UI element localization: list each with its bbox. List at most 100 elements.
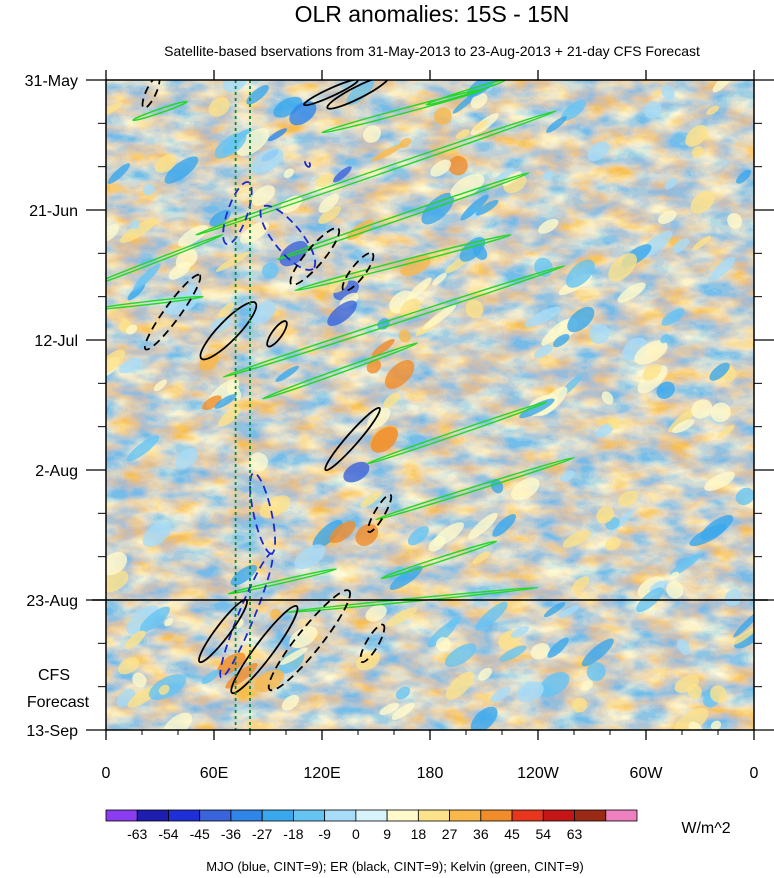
olr-anomaly-blob [617,282,646,303]
olr-anomaly-blob [666,581,684,599]
colorbar-swatch [261,809,294,822]
kelvin-contour [227,568,338,595]
olr-anomaly-blob [432,272,447,286]
olr-anomaly-blob [421,192,455,225]
olr-anomaly-blob [468,512,498,540]
olr-anomaly-blob [490,686,511,703]
colorbar-label: 45 [504,826,520,842]
olr-anomaly-blob [365,604,387,622]
olr-anomaly-blob [712,80,734,93]
olr-anomaly-blob [346,80,375,106]
olr-anomaly-blob [389,565,423,591]
olr-anomaly-blob [685,124,708,147]
forecast-label-line1: CFS [38,667,70,684]
colorbar-label: -9 [318,826,331,842]
olr-anomaly-blob [333,166,352,183]
kelvin-contour [321,88,485,134]
olr-anomaly-blob [733,631,754,649]
olr-anomaly-blob [106,102,124,118]
olr-anomaly-blob [668,406,699,433]
colorbar-swatch [168,809,201,822]
olr-anomaly-blob [132,672,147,688]
colorbar-label: 27 [442,826,458,842]
colorbar-label: -36 [221,826,241,842]
olr-anomaly-blob [669,553,701,577]
olr-anomaly-blob [519,398,555,419]
olr-anomaly-blob [222,80,247,93]
olr-anomaly-blob [153,379,167,392]
olr-anomaly-blob [499,645,527,662]
olr-anomaly-blob [538,672,570,698]
olr-anomaly-blob [581,638,614,667]
olr-anomaly-blob [218,302,235,319]
olr-anomaly-blob [601,391,614,405]
colorbar-swatch [199,809,232,822]
olr-anomaly-blob [732,625,754,645]
olr-anomaly-blob [543,601,566,618]
er-contour [367,493,393,533]
olr-anomaly-blob [692,236,712,251]
mjo-contour [222,181,253,246]
olr-anomaly-blob [371,143,404,162]
olr-anomaly-blob [202,395,222,411]
axes: 0 60E 120E 180 120W 60W 0 31-May 21-Jun 12-Jul 2-A… [25,70,774,782]
kelvin-contour [261,342,419,400]
olr-anomaly-blob [139,606,171,633]
olr-anomaly-blob [254,669,285,692]
olr-anomaly-blob [547,637,569,658]
olr-anomaly-blob [281,694,300,711]
x-tick-label: 60W [630,765,664,782]
olr-anomaly-blob [711,256,736,280]
y-tick-label: 31-May [25,73,78,90]
y-tick-label: 13-Sep [26,723,78,740]
er-contour [267,589,351,692]
olr-anomaly-blob [246,85,269,105]
colorbar-swatch [511,809,544,822]
olr-anomaly-blob [236,128,270,157]
olr-anomaly-blob [608,416,621,430]
olr-anomaly-blob [379,702,400,716]
olr-anomaly-blob [289,626,318,649]
olr-anomaly-blob [125,630,146,649]
olr-anomaly-blob [384,360,415,389]
olr-anomaly-blob [704,471,735,491]
olr-anomaly-blob [106,570,129,593]
olr-anomaly-blob [656,381,675,399]
olr-anomaly-blob [524,306,561,328]
olr-anomaly-blob [587,141,610,162]
colorbar-label: -63 [127,826,147,842]
olr-anomaly-blob [127,283,145,301]
colorbar-label: 9 [383,826,391,842]
olr-anomaly-blob [294,544,326,570]
olr-anomaly-blob [450,173,485,199]
colorbar-swatch [386,809,419,822]
olr-anomaly-blob [259,495,291,518]
olr-anomaly-blob [672,238,690,253]
colorbar-swatch [105,809,138,822]
olr-anomaly-blob [472,551,490,565]
olr-anomaly-blob [230,564,258,586]
olr-anomaly-blob [664,177,679,190]
olr-anomaly-blob [107,163,130,184]
colorbar-swatch [293,809,326,822]
olr-anomaly-blob [552,334,570,348]
kelvin-contour [366,401,548,465]
colorbar-label: 0 [352,826,360,842]
olr-anomaly-blob [329,520,356,544]
olr-anomaly-blob [391,702,415,720]
olr-anomaly-blob [710,720,722,730]
olr-anomaly-blob [538,218,559,234]
colorbar-swatch [605,809,638,822]
olr-anomaly-blob [691,399,713,419]
olr-anomaly-blob [562,530,591,548]
olr-anomaly-blob [175,448,198,469]
olr-anomaly-blob [494,167,514,184]
er-contour [199,301,258,361]
olr-anomaly-blob [710,402,731,423]
kelvin-contour [380,540,498,580]
olr-anomaly-blob [275,365,299,382]
olr-anomaly-blob [395,686,411,700]
olr-anomaly-blob [270,608,282,621]
olr-anomaly-blob [356,651,380,671]
olr-anomaly-blob [164,617,174,627]
